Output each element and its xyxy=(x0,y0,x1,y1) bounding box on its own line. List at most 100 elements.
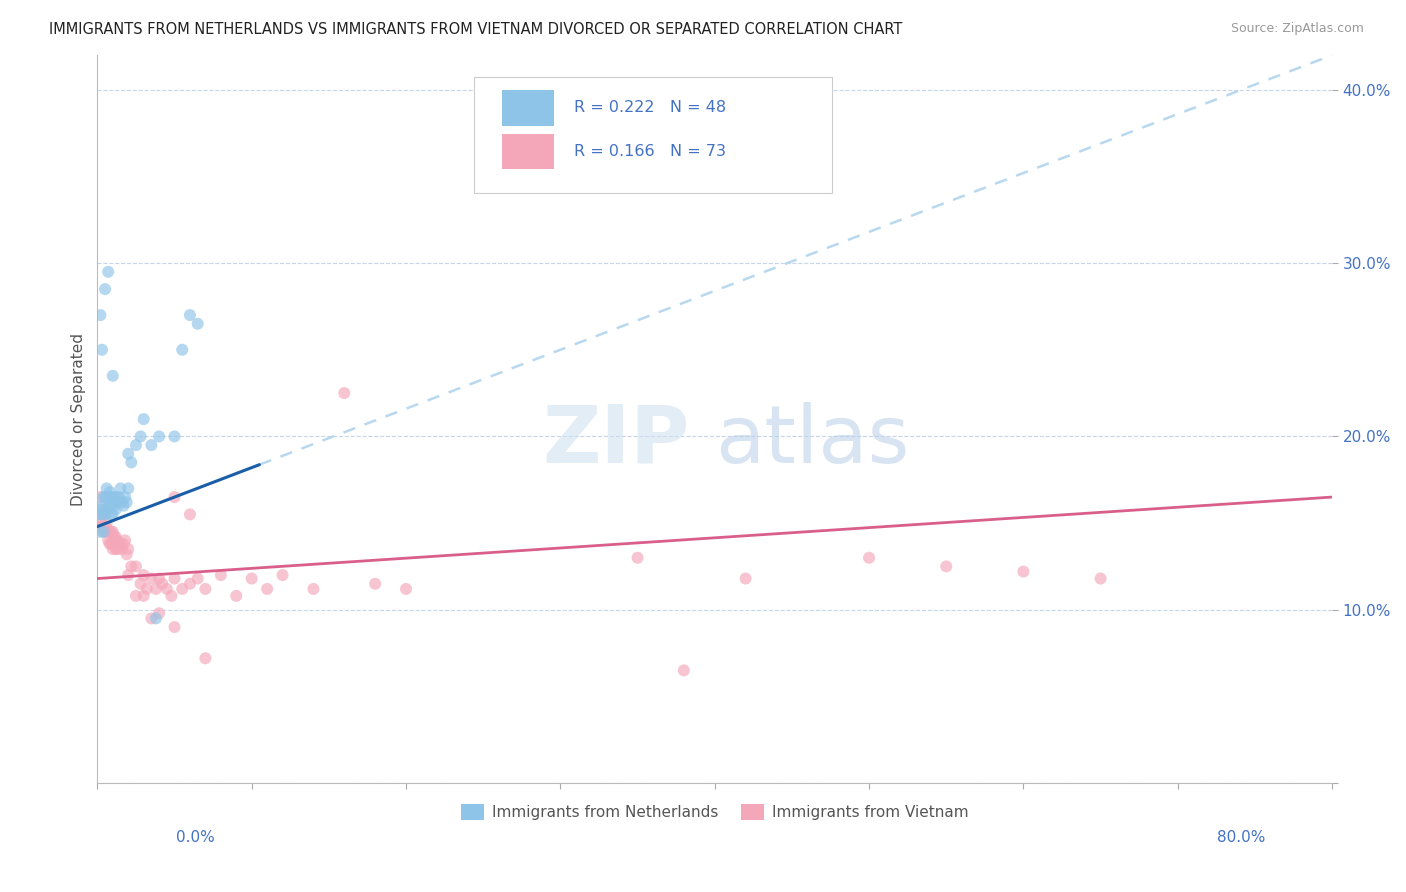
Point xyxy=(209,568,232,582)
Point xyxy=(103,499,125,513)
Point xyxy=(935,559,957,574)
Point xyxy=(117,568,139,582)
Point xyxy=(108,537,131,551)
Point xyxy=(395,582,418,596)
Point xyxy=(187,317,209,331)
Point xyxy=(110,537,132,551)
Point xyxy=(104,502,127,516)
Point xyxy=(89,524,111,539)
Point xyxy=(107,533,129,548)
Point xyxy=(145,611,167,625)
Point xyxy=(94,282,117,296)
Point xyxy=(163,572,186,586)
Point xyxy=(734,572,756,586)
Point xyxy=(120,559,142,574)
Point xyxy=(117,542,139,557)
Point xyxy=(1012,565,1035,579)
Point xyxy=(141,572,163,586)
Point xyxy=(94,519,117,533)
Point xyxy=(93,524,115,539)
Point xyxy=(112,499,135,513)
Point xyxy=(125,438,148,452)
Point xyxy=(96,516,118,530)
Point xyxy=(225,589,247,603)
Point xyxy=(91,508,114,522)
Point xyxy=(132,568,155,582)
Point xyxy=(125,559,148,574)
Point xyxy=(100,537,122,551)
Point xyxy=(115,495,138,509)
Point xyxy=(179,576,201,591)
Point xyxy=(364,576,387,591)
Text: R = 0.222   N = 48: R = 0.222 N = 48 xyxy=(574,101,725,115)
Point xyxy=(104,530,127,544)
Point xyxy=(107,495,129,509)
Point xyxy=(115,547,138,561)
Point xyxy=(101,368,124,383)
Text: 0.0%: 0.0% xyxy=(176,830,215,845)
Point xyxy=(120,455,142,469)
Text: 80.0%: 80.0% xyxy=(1218,830,1265,845)
Point xyxy=(163,620,186,634)
Point xyxy=(103,530,125,544)
Text: R = 0.166   N = 73: R = 0.166 N = 73 xyxy=(574,145,725,159)
Point xyxy=(129,429,152,443)
Point xyxy=(114,490,136,504)
Point xyxy=(97,533,120,548)
Point xyxy=(87,519,110,533)
Point xyxy=(858,550,880,565)
Point xyxy=(160,589,183,603)
Legend: Immigrants from Netherlands, Immigrants from Vietnam: Immigrants from Netherlands, Immigrants … xyxy=(456,798,974,826)
Point xyxy=(156,582,179,596)
Point xyxy=(240,572,263,586)
Point xyxy=(179,308,201,322)
Point xyxy=(111,495,134,509)
Point xyxy=(132,412,155,426)
Point xyxy=(97,265,120,279)
Point xyxy=(104,542,127,557)
Point xyxy=(104,490,127,504)
Point xyxy=(101,524,124,539)
Point xyxy=(148,572,170,586)
Point xyxy=(172,582,194,596)
Point xyxy=(187,572,209,586)
Point xyxy=(135,582,157,596)
Point xyxy=(91,508,114,522)
Point xyxy=(148,606,170,620)
Point xyxy=(98,484,121,499)
Point xyxy=(89,490,111,504)
Point xyxy=(179,508,201,522)
Point xyxy=(94,508,117,522)
Point xyxy=(91,519,114,533)
Point xyxy=(101,542,124,557)
Point xyxy=(110,482,132,496)
Point xyxy=(103,490,125,504)
Point xyxy=(172,343,194,357)
Point xyxy=(256,582,278,596)
Point xyxy=(150,576,173,591)
Point xyxy=(89,502,111,516)
Point xyxy=(98,537,121,551)
Point xyxy=(112,537,135,551)
Point xyxy=(100,508,122,522)
Point xyxy=(672,664,695,678)
Point xyxy=(107,542,129,557)
Text: atlas: atlas xyxy=(714,402,910,480)
Point xyxy=(125,589,148,603)
Point xyxy=(141,611,163,625)
Point xyxy=(111,542,134,557)
Point xyxy=(91,343,114,357)
Point xyxy=(98,499,121,513)
Point xyxy=(271,568,294,582)
FancyBboxPatch shape xyxy=(474,77,832,194)
Text: ZIP: ZIP xyxy=(543,402,690,480)
Point xyxy=(1090,572,1112,586)
Point xyxy=(93,502,115,516)
Point xyxy=(97,490,120,504)
Point xyxy=(148,429,170,443)
Point xyxy=(194,582,217,596)
Point xyxy=(94,490,117,504)
Point xyxy=(101,495,124,509)
Point xyxy=(163,429,186,443)
FancyBboxPatch shape xyxy=(502,134,554,169)
